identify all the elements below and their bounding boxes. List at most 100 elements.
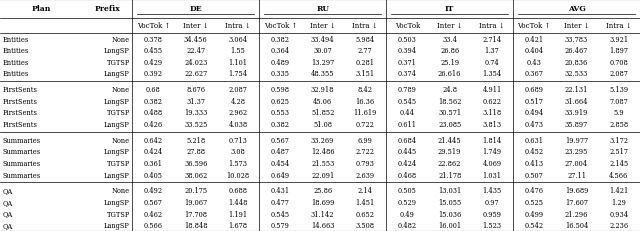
Text: 0.488: 0.488 — [144, 109, 163, 117]
Text: 0.789: 0.789 — [398, 86, 417, 94]
Text: None: None — [111, 86, 130, 94]
Text: 3.921: 3.921 — [609, 35, 628, 43]
Text: 20.175: 20.175 — [184, 186, 207, 195]
Text: LongSP: LongSP — [104, 148, 130, 156]
Text: None: None — [111, 35, 130, 43]
Text: 0.793: 0.793 — [356, 159, 374, 167]
Text: RU: RU — [316, 5, 329, 13]
Text: 33.4: 33.4 — [442, 35, 457, 43]
Text: 2.517: 2.517 — [609, 148, 628, 156]
Text: 15.055: 15.055 — [438, 198, 461, 206]
Text: 13.031: 13.031 — [438, 186, 461, 195]
Text: 0.499: 0.499 — [525, 210, 544, 218]
Text: 0.684: 0.684 — [397, 136, 417, 144]
Text: IT: IT — [445, 5, 454, 13]
Text: FirstSents: FirstSents — [3, 97, 37, 105]
Text: 0.473: 0.473 — [525, 121, 544, 128]
Text: 0.394: 0.394 — [397, 47, 417, 55]
Text: TGTSP: TGTSP — [106, 159, 130, 167]
Text: Entities: Entities — [3, 70, 29, 78]
Text: 0.689: 0.689 — [525, 86, 544, 94]
Text: QA: QA — [3, 221, 13, 229]
Text: 3.064: 3.064 — [228, 35, 248, 43]
Text: 0.625: 0.625 — [271, 97, 290, 105]
Text: 38.062: 38.062 — [184, 171, 207, 179]
Text: 2.145: 2.145 — [609, 159, 628, 167]
Text: LangSP: LangSP — [104, 70, 130, 78]
Text: VocTok ↑: VocTok ↑ — [137, 22, 170, 30]
Text: 1.897: 1.897 — [609, 47, 628, 55]
Text: 4.566: 4.566 — [609, 171, 628, 179]
Text: Prefix: Prefix — [94, 5, 120, 13]
Text: Entities: Entities — [3, 47, 29, 55]
Text: Summaries: Summaries — [3, 171, 41, 179]
Text: 18.848: 18.848 — [184, 221, 207, 229]
Text: QA: QA — [3, 186, 13, 195]
Text: 1.354: 1.354 — [483, 70, 502, 78]
Text: 1.814: 1.814 — [483, 136, 502, 144]
Text: 0.688: 0.688 — [228, 186, 248, 195]
Text: 30.07: 30.07 — [314, 47, 332, 55]
Text: 19.689: 19.689 — [565, 186, 588, 195]
Text: 23.085: 23.085 — [438, 121, 461, 128]
Text: 27.11: 27.11 — [567, 171, 586, 179]
Text: 16.001: 16.001 — [438, 221, 461, 229]
Text: 0.708: 0.708 — [609, 58, 628, 67]
Text: 1.191: 1.191 — [228, 210, 248, 218]
Text: 0.642: 0.642 — [144, 136, 163, 144]
Text: 8.42: 8.42 — [358, 86, 372, 94]
Text: 51.852: 51.852 — [311, 109, 334, 117]
Text: Summaries: Summaries — [3, 148, 41, 156]
Text: 1.451: 1.451 — [355, 198, 374, 206]
Text: 16.36: 16.36 — [355, 97, 374, 105]
Text: 19.067: 19.067 — [184, 198, 207, 206]
Text: 1.101: 1.101 — [228, 58, 248, 67]
Text: 0.404: 0.404 — [525, 47, 544, 55]
Text: FirstSents: FirstSents — [3, 86, 37, 94]
Text: 4.069: 4.069 — [483, 159, 502, 167]
Text: 5.218: 5.218 — [186, 136, 205, 144]
Text: FirstSents: FirstSents — [3, 109, 37, 117]
Text: 5.984: 5.984 — [355, 35, 374, 43]
Text: 0.424: 0.424 — [144, 148, 163, 156]
Text: 22.627: 22.627 — [184, 70, 207, 78]
Text: 0.429: 0.429 — [144, 58, 163, 67]
Text: 13.297: 13.297 — [311, 58, 334, 67]
Text: VocTok ↑: VocTok ↑ — [518, 22, 551, 30]
Text: 31.142: 31.142 — [311, 210, 335, 218]
Text: 2.962: 2.962 — [228, 109, 248, 117]
Text: 0.281: 0.281 — [355, 58, 374, 67]
Text: 36.596: 36.596 — [184, 159, 207, 167]
Text: 0.494: 0.494 — [525, 109, 544, 117]
Text: 22.47: 22.47 — [186, 47, 205, 55]
Text: 0.553: 0.553 — [271, 109, 290, 117]
Text: 30.571: 30.571 — [438, 109, 461, 117]
Text: 0.335: 0.335 — [271, 70, 290, 78]
Text: 0.503: 0.503 — [398, 35, 417, 43]
Text: 45.06: 45.06 — [313, 97, 332, 105]
Text: 2.087: 2.087 — [609, 70, 628, 78]
Text: 0.722: 0.722 — [356, 121, 374, 128]
Text: 1.448: 1.448 — [228, 198, 248, 206]
Text: 0.43: 0.43 — [527, 58, 541, 67]
Text: 33.525: 33.525 — [184, 121, 207, 128]
Text: Inter ↓: Inter ↓ — [436, 22, 463, 30]
Text: 17.607: 17.607 — [565, 198, 588, 206]
Text: 19.977: 19.977 — [565, 136, 588, 144]
Text: 2.722: 2.722 — [355, 148, 374, 156]
Text: 0.487: 0.487 — [271, 148, 290, 156]
Text: 0.374: 0.374 — [398, 70, 417, 78]
Text: LongSP: LongSP — [104, 198, 130, 206]
Text: 27.88: 27.88 — [186, 148, 205, 156]
Text: 31.37: 31.37 — [186, 97, 205, 105]
Text: 1.55: 1.55 — [230, 47, 246, 55]
Text: 48.355: 48.355 — [311, 70, 335, 78]
Text: 0.44: 0.44 — [400, 109, 415, 117]
Text: 26.86: 26.86 — [440, 47, 459, 55]
Text: 35.897: 35.897 — [565, 121, 588, 128]
Text: 51.08: 51.08 — [313, 121, 332, 128]
Text: 29.519: 29.519 — [438, 148, 461, 156]
Text: 18.699: 18.699 — [311, 198, 334, 206]
Text: 1.37: 1.37 — [484, 47, 499, 55]
Text: 34.456: 34.456 — [184, 35, 207, 43]
